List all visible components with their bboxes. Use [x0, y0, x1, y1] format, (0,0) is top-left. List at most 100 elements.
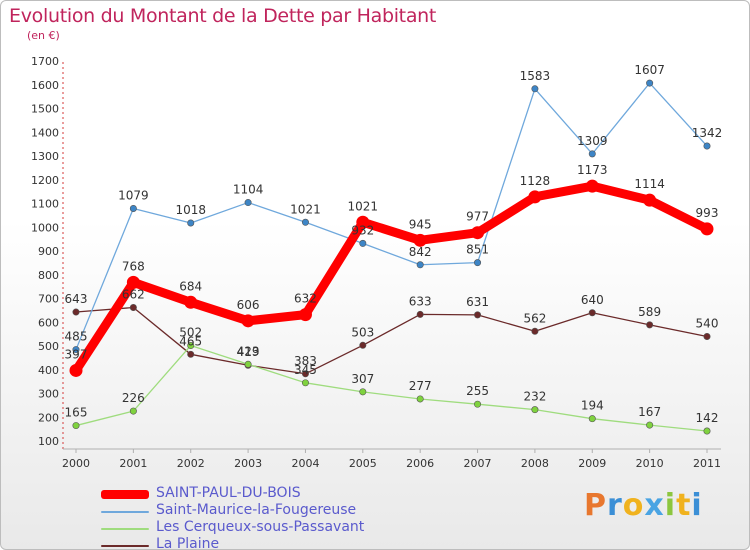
data-point: [244, 360, 252, 368]
data-label: 1018: [175, 203, 206, 217]
series-line: [75, 306, 708, 375]
data-label: 1114: [634, 177, 665, 191]
data-point: [356, 215, 370, 229]
data-label: 255: [466, 384, 489, 398]
data-label: 633: [409, 294, 432, 308]
legend-label: Les Cerqueux-sous-Passavant: [156, 519, 365, 535]
legend-label: SAINT-PAUL-DU-BOIS: [156, 485, 301, 501]
logo-letter: P: [584, 488, 607, 523]
data-point: [129, 407, 137, 415]
data-point: [588, 150, 596, 158]
data-label: 1021: [290, 202, 321, 216]
y-tick-label: 1600: [31, 79, 59, 92]
data-point: [646, 421, 654, 429]
data-point: [700, 222, 714, 236]
data-point: [187, 219, 195, 227]
data-point: [471, 226, 485, 240]
chart-axes: 100 200 300 400 500 600 700 800 900 1000 1100 1200 1…: [31, 55, 721, 470]
logo-letter: o: [622, 488, 645, 523]
x-tick-label: 2007: [464, 457, 492, 470]
x-tick-label: 2010: [636, 457, 664, 470]
y-tick-label: 1400: [31, 126, 59, 139]
data-label: 1342: [692, 126, 723, 140]
legend-label: La Plaine: [156, 536, 220, 550]
data-point: [703, 142, 711, 150]
data-label: 589: [638, 305, 661, 319]
data-label: 503: [351, 325, 374, 339]
data-point: [531, 85, 539, 93]
data-point: [416, 310, 424, 318]
legend-swatch: [101, 528, 149, 530]
data-label: 502: [179, 326, 202, 340]
x-tick-label: 2000: [62, 457, 90, 470]
y-tick-label: 1300: [31, 150, 59, 163]
data-point: [187, 342, 195, 350]
x-tick-label: 2008: [521, 457, 549, 470]
chart-series: [69, 79, 714, 435]
logo-letter: i: [664, 488, 677, 523]
y-tick-label: 1700: [31, 55, 59, 68]
data-label: 842: [409, 245, 432, 259]
data-point: [528, 190, 542, 204]
legend-swatch: [101, 511, 149, 513]
data-point: [416, 395, 424, 403]
legend-swatch: [101, 545, 149, 547]
series-line: [75, 344, 708, 432]
legend-item: La Plaine: [101, 536, 431, 550]
series-line: [75, 82, 708, 351]
legend-item: Saint-Maurice-la-Fougereuse: [101, 502, 431, 520]
y-tick-label: 700: [38, 293, 59, 306]
x-tick-label: 2005: [349, 457, 377, 470]
data-point: [416, 261, 424, 269]
x-tick-label: 2006: [406, 457, 434, 470]
data-label: 540: [696, 317, 719, 331]
data-label: 993: [696, 206, 719, 220]
data-point: [72, 422, 80, 430]
y-tick-label: 500: [38, 340, 59, 353]
data-label: 851: [466, 243, 489, 257]
proxiti-logo: Proxiti: [584, 488, 703, 523]
data-label: 423: [237, 344, 260, 358]
series-line: [71, 181, 712, 375]
data-label: 232: [523, 390, 546, 404]
data-label: 977: [466, 210, 489, 224]
data-label: 383: [294, 354, 317, 368]
y-tick-label: 300: [38, 388, 59, 401]
data-point: [72, 346, 80, 354]
data-point: [588, 415, 596, 423]
x-tick-label: 2004: [291, 457, 319, 470]
y-tick-label: 400: [38, 364, 59, 377]
data-point: [359, 239, 367, 247]
data-point: [301, 370, 309, 378]
y-tick-label: 1500: [31, 103, 59, 116]
y-tick-label: 800: [38, 269, 59, 282]
data-point: [301, 379, 309, 387]
data-label: 485: [65, 330, 88, 344]
data-point: [69, 363, 83, 377]
y-tick-label: 100: [38, 435, 59, 448]
data-label: 632: [294, 292, 317, 306]
data-point: [301, 218, 309, 226]
data-point: [72, 308, 80, 316]
data-point: [588, 309, 596, 317]
data-label: 662: [122, 288, 145, 302]
data-point: [474, 400, 482, 408]
legend-label: Saint-Maurice-la-Fougereuse: [156, 502, 357, 518]
data-point: [187, 350, 195, 358]
data-point: [241, 314, 255, 328]
data-point: [126, 275, 140, 289]
data-label: 397: [65, 347, 88, 361]
data-label: 165: [65, 406, 88, 420]
data-label: 465: [179, 334, 202, 348]
legend-item: Les Cerqueux-sous-Passavant: [101, 519, 431, 537]
data-label: 1583: [520, 69, 551, 83]
logo-letter: i: [691, 488, 703, 523]
chart-legend: SAINT-PAUL-DU-BOIS Saint-Maurice-la-Fouge…: [101, 485, 431, 550]
data-label: 562: [523, 311, 546, 325]
data-point: [298, 308, 312, 322]
data-label: 307: [351, 372, 374, 386]
data-point: [585, 179, 599, 193]
data-label: 945: [409, 217, 432, 231]
chart-title: Evolution du Montant de la Dette par Hab…: [9, 5, 437, 27]
